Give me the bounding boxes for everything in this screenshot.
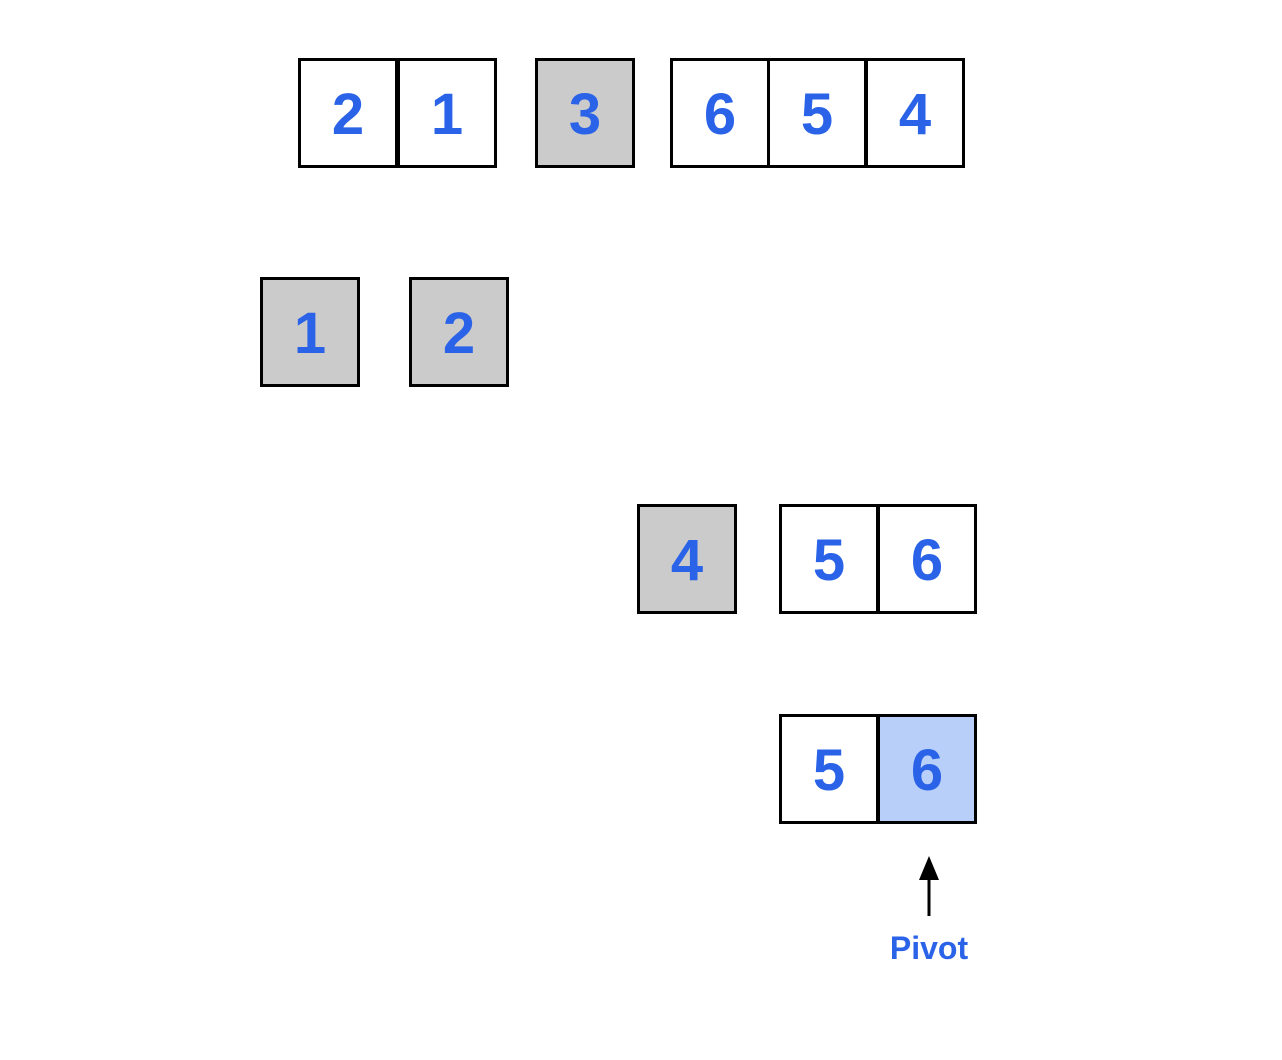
array-cell: 3 <box>535 58 635 168</box>
array-cell: 4 <box>865 58 965 168</box>
array-cell: 5 <box>779 504 879 614</box>
pivot-arrow-head <box>919 856 939 880</box>
array-cell: 6 <box>670 58 770 168</box>
array-cell: 1 <box>260 277 360 387</box>
array-cell: 6 <box>877 504 977 614</box>
pivot-cell: 6 <box>877 714 977 824</box>
array-cell: 1 <box>397 58 497 168</box>
array-cell: 5 <box>767 58 867 168</box>
array-cell: 2 <box>298 58 398 168</box>
pivot-label: Pivot <box>889 930 969 966</box>
array-cell: 4 <box>637 504 737 614</box>
array-cell: 2 <box>409 277 509 387</box>
